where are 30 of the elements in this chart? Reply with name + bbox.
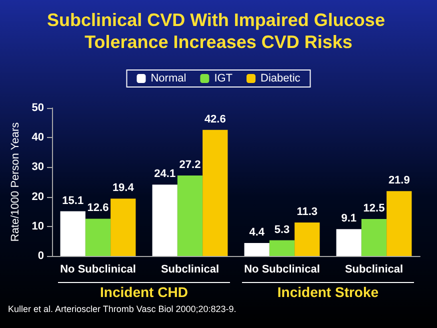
- text: Incident CHD: [58, 282, 230, 300]
- data-label: 12.5: [363, 202, 385, 214]
- x-tick-label: Subclinical: [160, 264, 220, 276]
- x-tick-label: Subclinical: [344, 264, 404, 276]
- data-label: 24.1: [154, 168, 176, 180]
- legend-label: Diabetic: [260, 72, 301, 84]
- y-tick-label: 30: [32, 161, 44, 174]
- data-label: 5.3: [274, 224, 290, 236]
- y-tick-label: 0: [38, 250, 44, 262]
- data-label: 12.6: [87, 202, 109, 214]
- data-label: 42.6: [204, 113, 226, 126]
- data-label: 21.9: [388, 174, 410, 187]
- data-label: 15.1: [62, 194, 84, 207]
- y-tick-label: 10: [32, 220, 44, 232]
- legend-label: IGT: [214, 72, 233, 84]
- data-label: 9.1: [341, 212, 356, 225]
- y-axis-title: Rate/1000 Person Years: [9, 122, 22, 242]
- x-tick-label: No Subclinical: [244, 264, 320, 276]
- data-label: 27.2: [179, 158, 201, 171]
- x-tick-label: No Subclinical: [60, 264, 136, 276]
- y-tick-label: 20: [32, 190, 44, 203]
- data-label: 19.4: [112, 182, 135, 194]
- y-tick-label: 50: [32, 102, 44, 114]
- text: Incident Stroke: [242, 282, 414, 300]
- chart-title: Subclinical CVD With Impaired Glucose Tolerance Increases CVD Risks: [47, 10, 390, 52]
- data-label: 4.4: [249, 226, 266, 238]
- y-tick-label: 40: [32, 132, 44, 144]
- text: Kuller et al. Arterioscler Thromb Vasc Biol 2000;20:823-9.: [8, 304, 236, 314]
- data-label: 11.3: [296, 206, 318, 218]
- legend-label: Normal: [150, 72, 186, 84]
